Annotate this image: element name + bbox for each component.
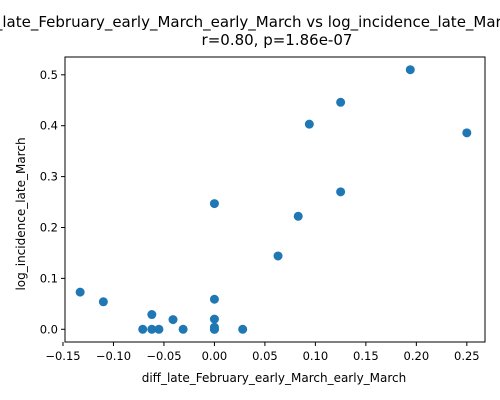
x-tick-label: 0.05: [252, 349, 278, 363]
x-tick-label: 0.15: [353, 349, 379, 363]
data-point: [210, 315, 219, 324]
data-point: [147, 310, 156, 319]
chart-subtitle: r=0.80, p=1.86e-07: [202, 31, 353, 49]
x-axis-ticks: −0.15 −0.10 −0.05 0.00 0.05 0.10 0.15 0.20 0.25: [45, 342, 479, 363]
data-point: [169, 315, 178, 324]
data-point: [462, 128, 471, 137]
x-tick-label: 0.10: [303, 349, 329, 363]
x-tick-label: −0.05: [146, 349, 181, 363]
y-tick-label: 0.3: [40, 170, 58, 184]
data-point: [210, 325, 219, 334]
data-point: [305, 120, 314, 129]
y-axis-ticks: 0.0 0.1 0.2 0.3 0.4 0.5: [40, 68, 65, 336]
data-point: [210, 295, 219, 304]
data-point: [336, 187, 345, 196]
x-tick-label: −0.10: [96, 349, 131, 363]
x-tick-label: 0.00: [202, 349, 228, 363]
chart-title: diff_late_February_early_March_early_Mar…: [0, 13, 500, 32]
x-tick-label: 0.20: [404, 349, 430, 363]
data-point: [406, 65, 415, 74]
data-point: [210, 199, 219, 208]
plot-area-frame: [65, 57, 485, 342]
data-point: [138, 325, 147, 334]
data-points: [76, 65, 472, 334]
data-point: [179, 325, 188, 334]
data-point: [336, 98, 345, 107]
y-tick-label: 0.4: [40, 119, 58, 133]
y-tick-label: 0.2: [40, 220, 58, 234]
x-tick-label: −0.15: [45, 349, 80, 363]
x-axis-label: diff_late_February_early_March_early_Mar…: [142, 371, 407, 385]
data-point: [238, 325, 247, 334]
x-tick-label: 0.25: [454, 349, 480, 363]
data-point: [294, 212, 303, 221]
y-tick-label: 0.5: [40, 68, 58, 82]
data-point: [154, 325, 163, 334]
data-point: [76, 288, 85, 297]
y-axis-label: log_incidence_late_March: [14, 137, 28, 290]
y-tick-label: 0.1: [40, 271, 58, 285]
y-tick-label: 0.0: [40, 322, 58, 336]
data-point: [99, 297, 108, 306]
data-point: [274, 251, 283, 260]
